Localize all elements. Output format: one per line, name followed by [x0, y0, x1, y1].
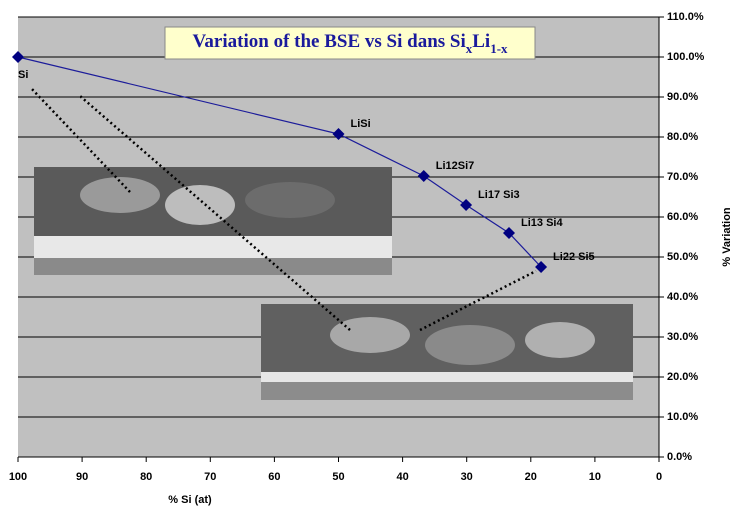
y-tick-label: 40.0%	[667, 291, 698, 303]
x-tick-label: 30	[461, 471, 473, 483]
point-label: LiSi	[351, 118, 371, 130]
x-tick-label: 70	[204, 471, 216, 483]
x-tick-label: 50	[332, 471, 344, 483]
title-part: Variation of the BSE vs Si dans Si	[192, 31, 465, 52]
x-tick-label: 60	[268, 471, 280, 483]
x-tick-label: 100	[9, 471, 27, 483]
y-tick-label: 0.0%	[667, 451, 692, 463]
x-axis-title: % Si (at)	[168, 494, 212, 506]
y-tick-label: 80.0%	[667, 131, 698, 143]
point-label: Li22 Si5	[553, 251, 595, 263]
chart: Variation of the BSE vs Si dans SixLi1-x…	[0, 0, 736, 509]
title-part: Li	[472, 31, 490, 52]
x-tick-label: 10	[589, 471, 601, 483]
y-tick-label: 70.0%	[667, 171, 698, 183]
x-tick-label: 0	[656, 471, 662, 483]
y-tick-label: 90.0%	[667, 91, 698, 103]
y-tick-label: 100.0%	[667, 51, 705, 63]
x-tick-label: 40	[396, 471, 408, 483]
y-tick-label: 110.0%	[667, 11, 704, 23]
y-tick-label: 10.0%	[667, 411, 698, 423]
micrograph-bottom	[261, 304, 633, 400]
y-tick-label: 50.0%	[667, 251, 698, 263]
point-label: Li12Si7	[436, 160, 475, 172]
micrograph-top	[34, 167, 392, 275]
y-tick-label: 60.0%	[667, 211, 698, 223]
x-tick-label: 80	[140, 471, 152, 483]
y-axis-title: % Variation	[721, 207, 733, 267]
x-tick-label: 20	[525, 471, 537, 483]
point-label: Li17 Si3	[478, 189, 520, 201]
y-tick-label: 30.0%	[667, 331, 698, 343]
title-part: 1-x	[490, 41, 508, 56]
y-tick-label: 20.0%	[667, 371, 698, 383]
x-tick-label: 90	[76, 471, 88, 483]
point-label: Si	[18, 69, 28, 81]
point-label: Li13 Si4	[521, 217, 563, 229]
